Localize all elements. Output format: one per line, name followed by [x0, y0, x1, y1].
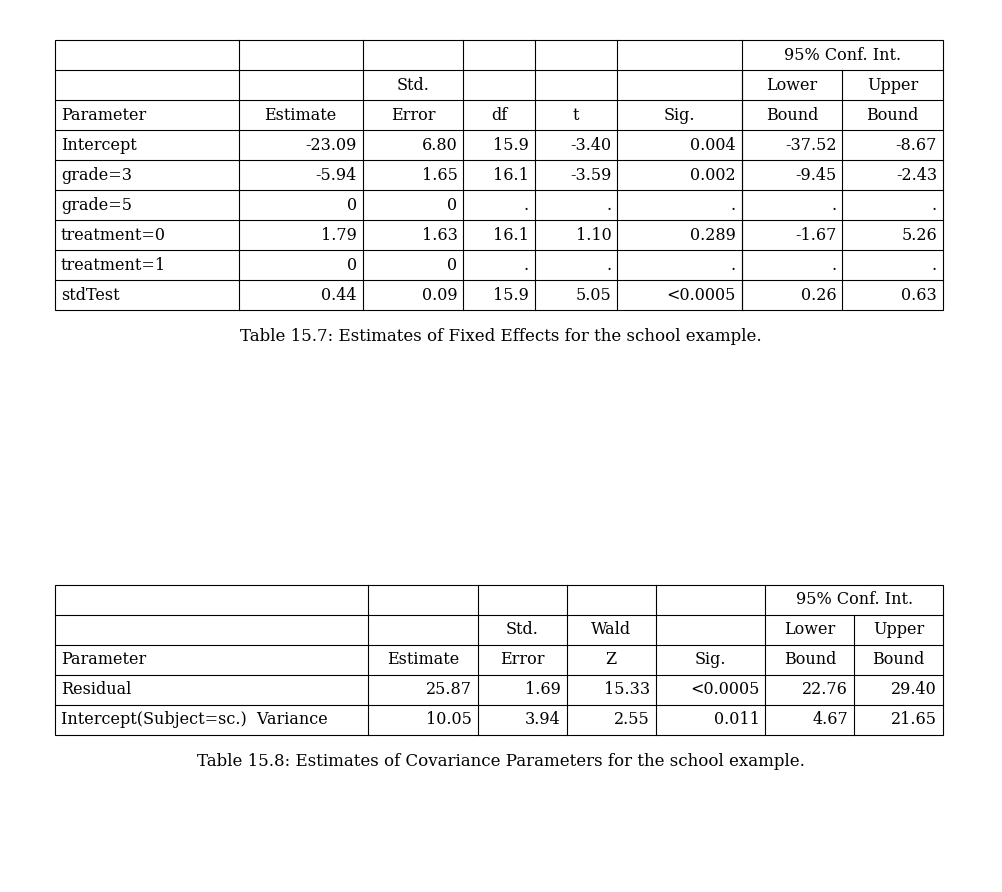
Text: -5.94: -5.94: [316, 167, 357, 184]
Text: 22.76: 22.76: [803, 681, 849, 698]
Text: 4.67: 4.67: [813, 712, 849, 729]
Text: treatment=1: treatment=1: [61, 257, 166, 274]
Text: 1.65: 1.65: [422, 167, 458, 184]
Text: Upper: Upper: [867, 77, 918, 94]
Bar: [55, 40, 943, 310]
Text: 95% Conf. Int.: 95% Conf. Int.: [784, 46, 901, 63]
Text: .: .: [606, 196, 611, 213]
Text: 3.94: 3.94: [525, 712, 561, 729]
Text: 16.1: 16.1: [493, 167, 528, 184]
Text: 16.1: 16.1: [493, 227, 528, 244]
Text: Z: Z: [606, 651, 617, 668]
Text: grade=5: grade=5: [61, 196, 132, 213]
Text: 29.40: 29.40: [891, 681, 937, 698]
Text: 0.63: 0.63: [901, 286, 937, 303]
Text: -3.40: -3.40: [570, 136, 611, 153]
Text: Parameter: Parameter: [61, 651, 146, 668]
Text: .: .: [832, 257, 837, 274]
Text: Estimate: Estimate: [265, 106, 337, 123]
Text: Parameter: Parameter: [61, 106, 146, 123]
Text: 0.09: 0.09: [422, 286, 458, 303]
Text: Error: Error: [500, 651, 545, 668]
Text: stdTest: stdTest: [61, 286, 119, 303]
Text: .: .: [730, 196, 735, 213]
Bar: [55, 585, 943, 735]
Text: Estimate: Estimate: [387, 651, 459, 668]
Text: Sig.: Sig.: [694, 651, 726, 668]
Text: 5.26: 5.26: [901, 227, 937, 244]
Text: 15.9: 15.9: [493, 286, 528, 303]
Text: 1.79: 1.79: [321, 227, 357, 244]
Text: 1.69: 1.69: [525, 681, 561, 698]
Text: Bound: Bound: [873, 651, 925, 668]
Text: df: df: [491, 106, 507, 123]
Text: <0.0005: <0.0005: [690, 681, 760, 698]
Text: Error: Error: [391, 106, 436, 123]
Text: 10.05: 10.05: [426, 712, 472, 729]
Text: 0: 0: [347, 196, 357, 213]
Text: 15.33: 15.33: [603, 681, 649, 698]
Text: -37.52: -37.52: [785, 136, 837, 153]
Text: 0: 0: [447, 257, 458, 274]
Text: 21.65: 21.65: [891, 712, 937, 729]
Text: 0: 0: [447, 196, 458, 213]
Text: 0.011: 0.011: [713, 712, 760, 729]
Text: Intercept: Intercept: [61, 136, 136, 153]
Text: treatment=0: treatment=0: [61, 227, 166, 244]
Text: Table 15.7: Estimates of Fixed Effects for the school example.: Table 15.7: Estimates of Fixed Effects f…: [240, 328, 762, 345]
Text: Bound: Bound: [766, 106, 819, 123]
Text: 95% Conf. Int.: 95% Conf. Int.: [796, 591, 913, 608]
Text: 5.05: 5.05: [576, 286, 611, 303]
Text: Bound: Bound: [784, 651, 836, 668]
Text: .: .: [932, 257, 937, 274]
Text: Std.: Std.: [397, 77, 430, 94]
Text: Table 15.8: Estimates of Covariance Parameters for the school example.: Table 15.8: Estimates of Covariance Para…: [197, 753, 805, 770]
Text: .: .: [606, 257, 611, 274]
Text: <0.0005: <0.0005: [666, 286, 735, 303]
Text: .: .: [730, 257, 735, 274]
Text: -3.59: -3.59: [570, 167, 611, 184]
Text: 0.289: 0.289: [689, 227, 735, 244]
Text: Upper: Upper: [873, 622, 924, 639]
Text: .: .: [932, 196, 937, 213]
Text: 0.26: 0.26: [801, 286, 837, 303]
Text: Residual: Residual: [61, 681, 131, 698]
Text: Std.: Std.: [506, 622, 539, 639]
Text: Wald: Wald: [591, 622, 631, 639]
Text: Sig.: Sig.: [663, 106, 695, 123]
Text: -2.43: -2.43: [896, 167, 937, 184]
Text: -9.45: -9.45: [796, 167, 837, 184]
Text: t: t: [573, 106, 579, 123]
Text: 0.44: 0.44: [322, 286, 357, 303]
Text: 1.10: 1.10: [576, 227, 611, 244]
Text: Bound: Bound: [867, 106, 919, 123]
Text: .: .: [523, 257, 528, 274]
Text: -23.09: -23.09: [306, 136, 357, 153]
Text: 0.002: 0.002: [690, 167, 735, 184]
Text: grade=3: grade=3: [61, 167, 132, 184]
Text: .: .: [523, 196, 528, 213]
Text: Lower: Lower: [767, 77, 818, 94]
Text: Lower: Lower: [785, 622, 836, 639]
Text: 0.004: 0.004: [690, 136, 735, 153]
Text: 6.80: 6.80: [422, 136, 458, 153]
Text: 25.87: 25.87: [426, 681, 472, 698]
Text: 0: 0: [347, 257, 357, 274]
Text: -8.67: -8.67: [896, 136, 937, 153]
Text: Intercept(Subject=sc.)  Variance: Intercept(Subject=sc.) Variance: [61, 712, 328, 729]
Text: 1.63: 1.63: [422, 227, 458, 244]
Text: .: .: [832, 196, 837, 213]
Text: 2.55: 2.55: [614, 712, 649, 729]
Text: -1.67: -1.67: [795, 227, 837, 244]
Text: 15.9: 15.9: [493, 136, 528, 153]
